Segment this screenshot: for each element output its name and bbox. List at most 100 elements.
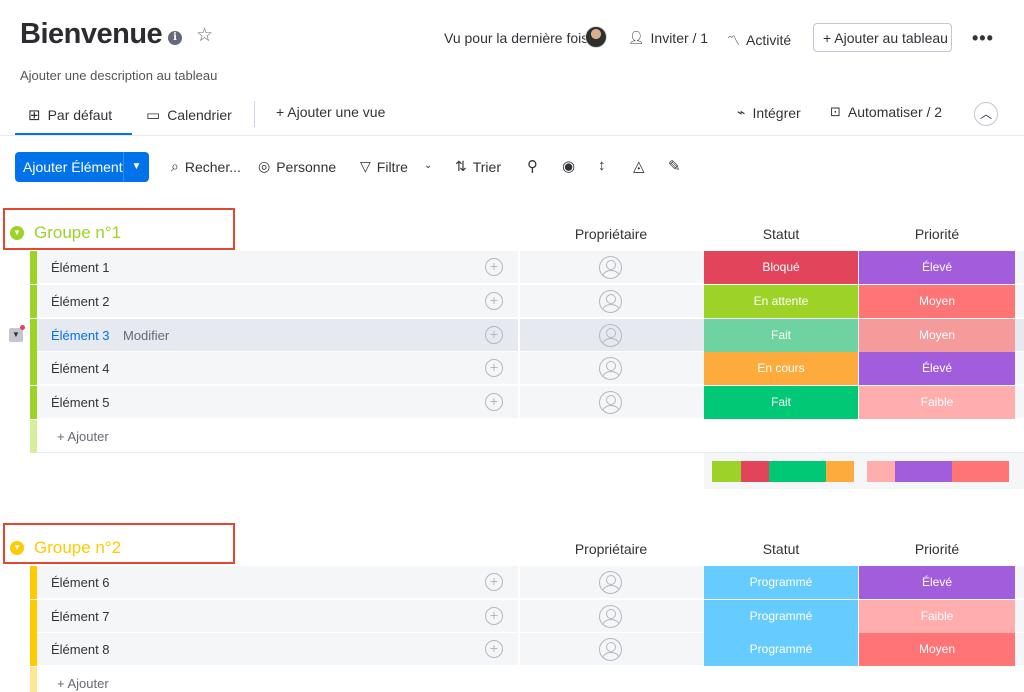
add-update-icon[interactable]: +: [485, 393, 503, 411]
add-item-input[interactable]: + Ajouter: [57, 676, 109, 691]
priority-cell[interactable]: Faible: [859, 600, 1015, 633]
status-cell[interactable]: Fait: [704, 319, 858, 352]
owner-avatar-icon[interactable]: [599, 290, 622, 313]
filter-chevron-down-icon[interactable]: ⌄: [424, 160, 433, 171]
column-header-priority[interactable]: Priorité: [914, 226, 960, 242]
group-1-title[interactable]: Groupe n°1: [34, 223, 122, 242]
priority-cell[interactable]: Moyen: [859, 285, 1015, 318]
chevron-down-icon[interactable]: ▼: [123, 152, 149, 182]
item-name[interactable]: Élément 4: [51, 361, 110, 376]
add-item-button[interactable]: Ajouter Élément ▼: [15, 152, 149, 182]
add-update-icon[interactable]: +: [485, 326, 503, 344]
summary-segment: [867, 461, 895, 482]
add-update-icon[interactable]: +: [485, 359, 503, 377]
status-cell[interactable]: Programmé: [704, 566, 858, 599]
integrate-button[interactable]: ⌁ Intégrer: [737, 104, 801, 121]
add-to-board-button[interactable]: + Ajouter au tableau: [813, 23, 952, 52]
owner-avatar-icon[interactable]: [599, 357, 622, 380]
status-cell[interactable]: Programmé: [704, 600, 858, 633]
item-name[interactable]: Élément 3: [51, 328, 110, 343]
summary-segment: [895, 461, 952, 482]
pencil-icon[interactable]: ✎: [668, 158, 681, 175]
sort-button[interactable]: ⇅ Trier: [455, 158, 501, 175]
status-cell[interactable]: En cours: [704, 352, 858, 385]
status-cell[interactable]: Bloqué: [704, 251, 858, 284]
status-cell[interactable]: Programmé: [704, 633, 858, 666]
info-icon[interactable]: i: [168, 31, 182, 45]
priority-cell[interactable]: Élevé: [859, 566, 1015, 599]
priority-summary-bar[interactable]: [867, 461, 1009, 482]
activity-button[interactable]: 〽 Activité: [727, 30, 791, 49]
table-row[interactable]: Élément 3 Modifier + Fait Moyen: [30, 319, 1024, 352]
avatar[interactable]: [585, 26, 607, 48]
add-update-icon[interactable]: +: [485, 573, 503, 591]
item-name[interactable]: Élément 2: [51, 294, 110, 309]
chevron-down-circle-icon[interactable]: ▼: [10, 541, 24, 555]
star-icon[interactable]: ☆: [196, 25, 214, 46]
column-header-owner[interactable]: Propriétaire: [574, 226, 648, 242]
table-row[interactable]: Élément 4 + En cours Élevé: [30, 352, 1024, 385]
owner-avatar-icon[interactable]: [599, 571, 622, 594]
invite-button[interactable]: 👤︎ Inviter / 1: [628, 30, 708, 46]
status-summary-bar[interactable]: [712, 461, 854, 482]
add-update-icon[interactable]: +: [485, 292, 503, 310]
pin-icon[interactable]: ⚲: [527, 158, 538, 175]
automate-button[interactable]: ⊡ Automatiser / 2: [830, 104, 942, 120]
column-header-status[interactable]: Statut: [762, 541, 800, 557]
owner-avatar-icon[interactable]: [599, 638, 622, 661]
last-seen-button[interactable]: Vu pour la dernière fois: [444, 30, 589, 46]
board-title[interactable]: Bienvenue: [20, 18, 163, 50]
table-row[interactable]: Élément 1 + Bloqué Élevé: [30, 251, 1024, 284]
add-item-row[interactable]: + Ajouter: [30, 420, 1024, 453]
item-name[interactable]: Élément 6: [51, 575, 110, 590]
column-header-owner[interactable]: Propriétaire: [574, 541, 648, 557]
item-name[interactable]: Élément 1: [51, 260, 110, 275]
add-item-input[interactable]: + Ajouter: [57, 429, 109, 444]
priority-cell[interactable]: Moyen: [859, 633, 1015, 666]
tab-calendar[interactable]: ▭ Calendrier: [146, 104, 232, 126]
row-menu-chevron-icon[interactable]: ▼: [9, 328, 23, 342]
more-horizontal-icon[interactable]: •••: [972, 28, 994, 48]
collapse-header-button[interactable]: ︿: [974, 102, 998, 126]
filter-button[interactable]: ▽ Filtre: [360, 158, 408, 175]
add-item-row[interactable]: + Ajouter: [30, 667, 1024, 692]
priority-cell[interactable]: Faible: [859, 386, 1015, 419]
search-button[interactable]: ⌕ Recher...: [171, 158, 241, 175]
add-update-icon[interactable]: +: [485, 258, 503, 276]
hide-eye-icon[interactable]: ◉: [562, 158, 576, 175]
add-update-icon[interactable]: +: [485, 640, 503, 658]
group-1-header[interactable]: ▼ Groupe n°1: [10, 223, 121, 243]
table-row[interactable]: Élément 6 + Programmé Élevé: [30, 566, 1024, 599]
table-row[interactable]: Élément 2 + En attente Moyen: [30, 285, 1024, 318]
paint-bucket-icon[interactable]: ◬: [633, 158, 645, 175]
item-name[interactable]: Élément 8: [51, 642, 110, 657]
group-2-title[interactable]: Groupe n°2: [34, 538, 122, 557]
edit-button[interactable]: Modifier: [123, 328, 170, 343]
item-name[interactable]: Élément 5: [51, 395, 110, 410]
priority-cell[interactable]: Élevé: [859, 251, 1015, 284]
owner-avatar-icon[interactable]: [599, 391, 622, 414]
row-color-bar: [30, 386, 37, 419]
chevron-down-circle-icon[interactable]: ▼: [10, 226, 24, 240]
table-row[interactable]: Élément 7 + Programmé Faible: [30, 600, 1024, 633]
summary-segment: [712, 461, 741, 482]
row-height-icon[interactable]: ↕: [598, 157, 606, 174]
add-view-button[interactable]: + Ajouter une vue: [276, 104, 386, 120]
item-name[interactable]: Élément 7: [51, 609, 110, 624]
table-row[interactable]: Élément 5 + Fait Faible: [30, 386, 1024, 419]
status-cell[interactable]: Fait: [704, 386, 858, 419]
group-2-header[interactable]: ▼ Groupe n°2: [10, 538, 121, 558]
owner-avatar-icon[interactable]: [599, 324, 622, 347]
column-header-priority[interactable]: Priorité: [914, 541, 960, 557]
priority-cell[interactable]: Élevé: [859, 352, 1015, 385]
status-cell[interactable]: En attente: [704, 285, 858, 318]
person-filter-button[interactable]: ◎ Personne: [258, 158, 336, 175]
add-update-icon[interactable]: +: [485, 607, 503, 625]
tab-default[interactable]: ⊞ Par défaut: [28, 104, 112, 126]
board-description[interactable]: Ajouter une description au tableau: [20, 68, 218, 83]
column-header-status[interactable]: Statut: [762, 226, 800, 242]
owner-avatar-icon[interactable]: [599, 256, 622, 279]
priority-cell[interactable]: Moyen: [859, 319, 1015, 352]
owner-avatar-icon[interactable]: [599, 605, 622, 628]
table-row[interactable]: Élément 8 + Programmé Moyen: [30, 633, 1024, 666]
